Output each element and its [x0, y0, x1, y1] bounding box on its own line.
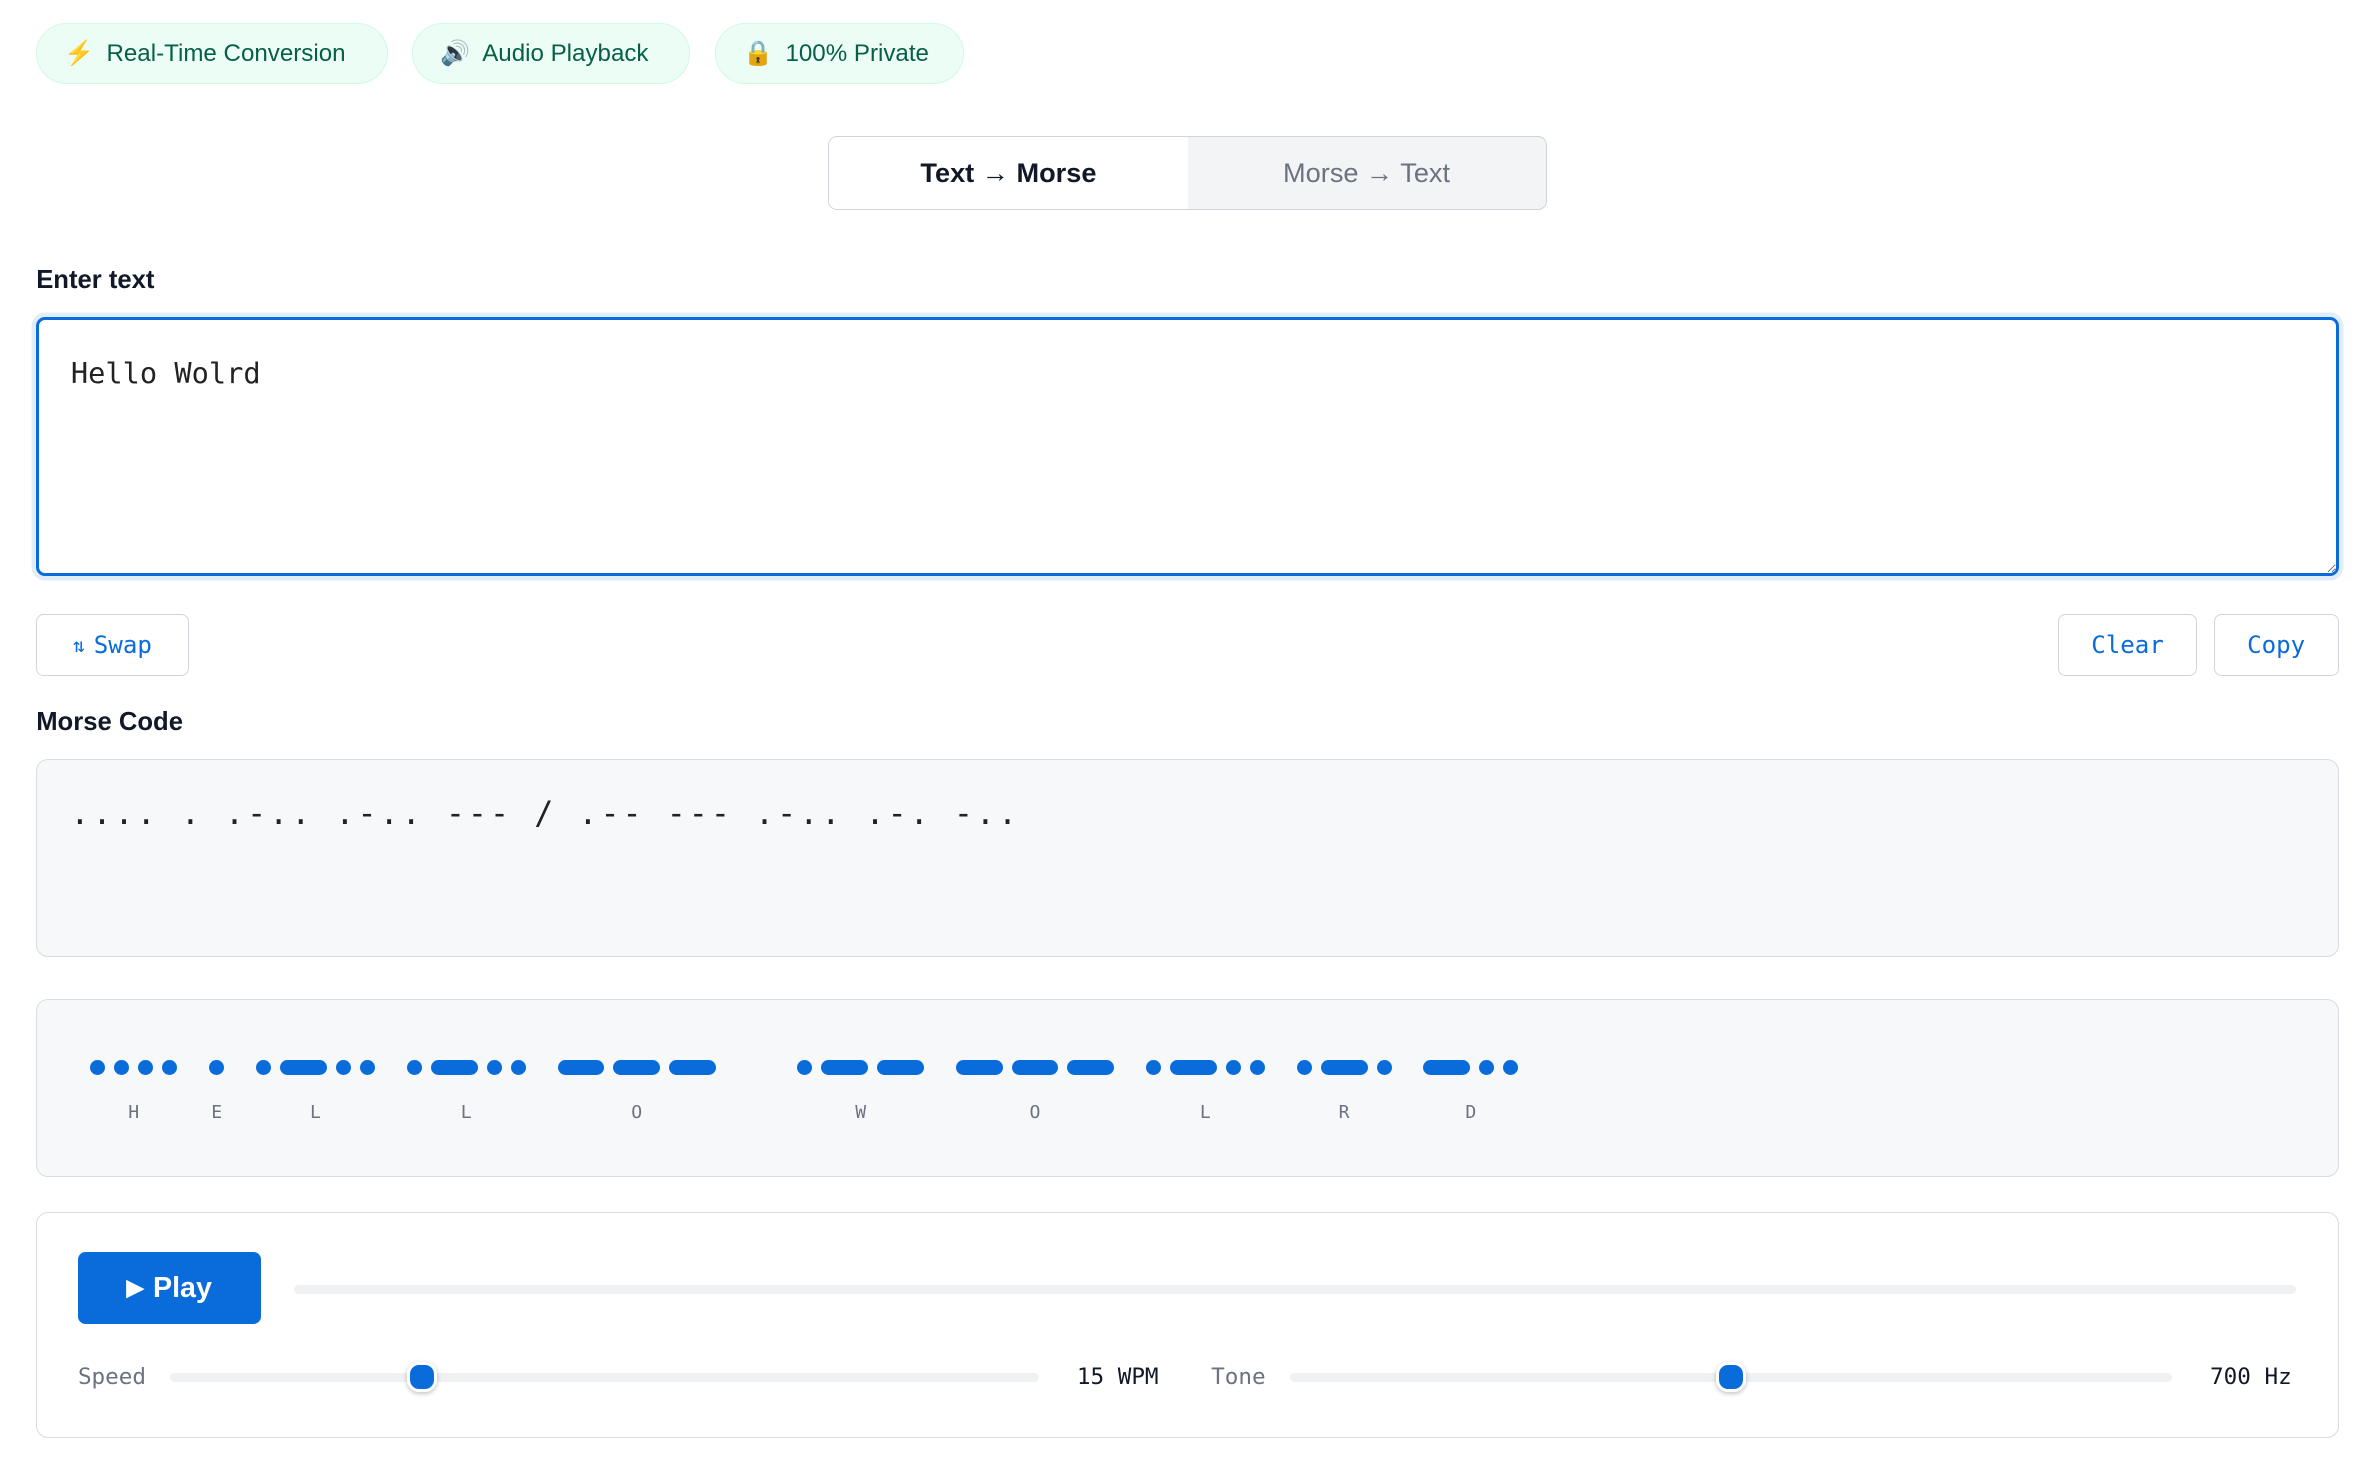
dot-mark: [90, 1060, 106, 1076]
tone-slider-thumb[interactable]: [1715, 1362, 1746, 1393]
play-label: Play: [152, 1271, 212, 1304]
speed-slider-thumb[interactable]: [406, 1362, 438, 1393]
dot-mark: [510, 1060, 526, 1076]
dot-mark: [162, 1060, 178, 1076]
dot-mark: [1376, 1060, 1392, 1076]
badge-real-time: ⚡ Real-Time Conversion: [36, 22, 388, 85]
letter-label: L: [1199, 1102, 1211, 1124]
badge-label: Audio Playback: [482, 39, 649, 67]
tab-morse-to-text[interactable]: Morse → Text: [1283, 156, 1451, 188]
symbols: [557, 1060, 716, 1076]
dash-mark: [1169, 1060, 1217, 1076]
dot-mark: [1479, 1060, 1495, 1076]
clear-button[interactable]: Clear: [2058, 614, 2197, 676]
dot-mark: [255, 1060, 271, 1076]
tone-label: Tone: [1211, 1363, 1266, 1390]
dash-mark: [557, 1060, 605, 1076]
tab-text-to-morse[interactable]: Text → Morse: [829, 136, 1188, 209]
dot-mark: [486, 1060, 502, 1076]
symbols: [406, 1060, 526, 1076]
dash-mark: [1067, 1060, 1115, 1076]
symbols: [1423, 1060, 1519, 1076]
play-icon: ▶: [126, 1275, 144, 1301]
tone-slider[interactable]: [1289, 1362, 2173, 1393]
morse-output: .... . .-.. .-.. --- / .-- --- .-.. .-. …: [36, 758, 2339, 957]
letter-group: L: [255, 1060, 376, 1124]
dash-mark: [955, 1060, 1003, 1076]
letter-group: O: [557, 1060, 716, 1124]
letter-label: D: [1465, 1102, 1477, 1124]
play-button[interactable]: ▶ Play: [77, 1251, 261, 1325]
letter-group: O: [955, 1060, 1115, 1124]
symbols: [797, 1060, 925, 1076]
dot-mark: [335, 1060, 351, 1076]
symbols: [955, 1060, 1115, 1076]
symbols: [255, 1060, 376, 1076]
badge-private: 🔒 100% Private: [715, 22, 965, 85]
dot-mark: [797, 1060, 813, 1076]
badge-label: 100% Private: [785, 39, 929, 67]
swap-icon: ⇅: [72, 633, 85, 657]
lock-icon: 🔒: [743, 40, 774, 68]
input-label: Enter text: [36, 265, 155, 294]
swap-button[interactable]: ⇅ Swap: [36, 614, 189, 676]
speed-value: 15 WPM: [1076, 1363, 1159, 1390]
speaker-icon: 🔊: [440, 40, 471, 68]
letter-group: L: [1145, 1060, 1265, 1124]
speed-slider[interactable]: [169, 1362, 1040, 1393]
dot-mark: [406, 1060, 422, 1076]
dot-mark: [138, 1060, 154, 1076]
dash-mark: [1320, 1060, 1368, 1076]
text-input[interactable]: [36, 316, 2339, 577]
dash-mark: [877, 1060, 925, 1076]
audio-player: ▶ Play Speed 15 WPM Tone 700 Hz: [36, 1211, 2339, 1438]
dash-mark: [1423, 1060, 1471, 1076]
output-label: Morse Code: [36, 707, 183, 736]
dash-mark: [430, 1060, 478, 1076]
symbols: [1145, 1060, 1265, 1076]
playback-progress: [293, 1285, 2296, 1295]
speed-label: Speed: [77, 1363, 147, 1390]
letter-label: R: [1338, 1102, 1350, 1124]
dash-mark: [613, 1060, 661, 1076]
letter-label: O: [631, 1102, 643, 1124]
dot-mark: [1249, 1060, 1265, 1076]
dot-mark: [209, 1060, 225, 1076]
tone-value: 700 Hz: [2210, 1363, 2292, 1390]
letter-label: O: [1029, 1102, 1041, 1124]
letter-group: L: [406, 1060, 526, 1124]
badge-audio: 🔊 Audio Playback: [411, 22, 690, 85]
dot-mark: [359, 1060, 376, 1076]
symbols: [1296, 1060, 1392, 1076]
copy-button[interactable]: Copy: [2213, 614, 2339, 676]
symbols: [90, 1060, 178, 1076]
dot-mark: [1225, 1060, 1241, 1076]
letter-label: L: [309, 1102, 321, 1124]
swap-label: Swap: [93, 631, 152, 660]
letter-group: R: [1296, 1060, 1392, 1124]
letter-group: W: [797, 1060, 925, 1124]
letter-group: H: [90, 1060, 178, 1124]
letter-label: E: [211, 1102, 223, 1124]
dot-mark: [114, 1060, 130, 1076]
lightning-icon: ⚡: [64, 40, 95, 68]
dot-mark: [1145, 1060, 1161, 1076]
dot-mark: [1296, 1060, 1312, 1076]
dot-mark: [1503, 1060, 1519, 1076]
badge-label: Real-Time Conversion: [106, 39, 346, 67]
letter-label: H: [128, 1102, 140, 1124]
dash-mark: [669, 1060, 716, 1076]
letter-group: E: [209, 1060, 225, 1124]
dash-mark: [821, 1060, 869, 1076]
dash-mark: [280, 1060, 327, 1076]
mode-toggle: Text → Morse Morse → Text: [828, 135, 1547, 210]
symbols: [209, 1060, 225, 1076]
dash-mark: [1011, 1060, 1059, 1076]
letter-group: D: [1423, 1060, 1519, 1124]
letter-label: L: [460, 1102, 472, 1124]
letter-label: W: [855, 1102, 867, 1124]
